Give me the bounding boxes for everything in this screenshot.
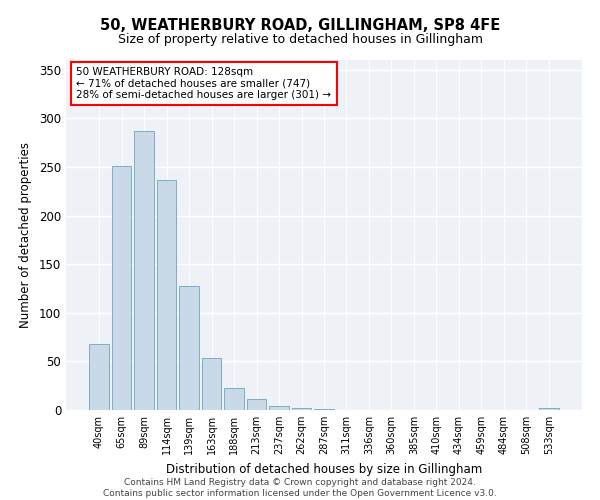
- Text: 50, WEATHERBURY ROAD, GILLINGHAM, SP8 4FE: 50, WEATHERBURY ROAD, GILLINGHAM, SP8 4F…: [100, 18, 500, 32]
- Bar: [134, 131, 154, 410]
- Bar: [224, 388, 244, 410]
- Bar: [269, 406, 289, 410]
- Bar: [292, 408, 311, 410]
- Bar: [202, 358, 221, 410]
- Bar: [179, 286, 199, 410]
- Bar: [157, 180, 176, 410]
- Bar: [314, 409, 334, 410]
- Y-axis label: Number of detached properties: Number of detached properties: [19, 142, 32, 328]
- Bar: [112, 166, 131, 410]
- Text: Size of property relative to detached houses in Gillingham: Size of property relative to detached ho…: [118, 32, 482, 46]
- Bar: [539, 408, 559, 410]
- X-axis label: Distribution of detached houses by size in Gillingham: Distribution of detached houses by size …: [166, 462, 482, 475]
- Bar: [247, 400, 266, 410]
- Text: 50 WEATHERBURY ROAD: 128sqm
← 71% of detached houses are smaller (747)
28% of se: 50 WEATHERBURY ROAD: 128sqm ← 71% of det…: [76, 67, 331, 100]
- Bar: [89, 344, 109, 410]
- Text: Contains HM Land Registry data © Crown copyright and database right 2024.
Contai: Contains HM Land Registry data © Crown c…: [103, 478, 497, 498]
